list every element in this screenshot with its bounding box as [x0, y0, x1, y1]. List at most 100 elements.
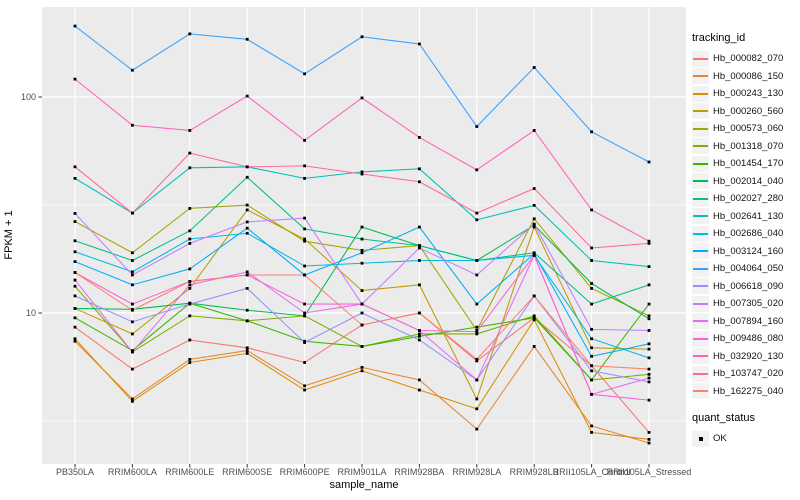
- legend-line-swatch: [693, 197, 708, 200]
- legend-line-swatch: [693, 250, 708, 253]
- data-point: [245, 94, 249, 98]
- legend-line-swatch: [693, 127, 708, 130]
- x-tick-label-RRIM600SE: RRIM600SE: [222, 467, 273, 477]
- data-point: [647, 302, 651, 306]
- data-point: [590, 369, 593, 373]
- data-point: [73, 271, 77, 274]
- data-point: [131, 399, 134, 403]
- legend-item-label: Hb_103747_020: [713, 368, 784, 380]
- legend-item-Hb_000260_560: Hb_000260_560: [692, 103, 798, 121]
- data-point: [303, 138, 306, 142]
- legend-item-Hb_009486_080: Hb_009486_080: [692, 330, 798, 348]
- data-point: [590, 246, 593, 250]
- data-point: [360, 225, 364, 229]
- data-point: [245, 165, 249, 169]
- data-point: [303, 72, 306, 76]
- data-point: [418, 244, 421, 248]
- data-point: [245, 175, 249, 179]
- legend-line-swatch: [693, 92, 708, 95]
- legend-key-box: [692, 278, 709, 295]
- data-point: [303, 273, 306, 277]
- data-point: [131, 332, 134, 336]
- legend-item-label: Hb_000082_070: [713, 53, 784, 65]
- data-point: [590, 259, 593, 262]
- data-point: [131, 251, 134, 255]
- data-point: [245, 273, 249, 277]
- data-point: [303, 264, 306, 268]
- data-point: [590, 354, 593, 358]
- data-point: [647, 441, 651, 445]
- legend-item-label: Hb_001318_070: [713, 140, 784, 152]
- data-point: [188, 237, 192, 241]
- data-point: [188, 206, 192, 210]
- data-point: [475, 259, 479, 262]
- data-point: [647, 376, 651, 380]
- data-point: [73, 325, 77, 329]
- data-point: [475, 378, 479, 382]
- data-point: [303, 388, 306, 392]
- data-point: [360, 369, 364, 373]
- data-point: [73, 278, 77, 282]
- legend-item-label: Hb_000243_130: [713, 88, 784, 100]
- legend-line-swatch: [693, 75, 708, 78]
- data-point: [590, 286, 593, 290]
- x-tick-label-RRIM901LA: RRIM901LA: [337, 467, 387, 477]
- data-point: [475, 330, 479, 334]
- data-point: [475, 168, 479, 172]
- legend-line-swatch: [693, 267, 708, 270]
- data-point: [647, 242, 651, 245]
- data-point: [360, 172, 364, 176]
- legend-line-swatch: [693, 302, 708, 305]
- data-point: [303, 164, 306, 168]
- data-point: [188, 242, 192, 245]
- legend: tracking_id Hb_000082_070 Hb_000086_150 Hb…: [692, 32, 798, 448]
- legend-item-Hb_001454_170: Hb_001454_170: [692, 155, 798, 173]
- data-point: [73, 220, 77, 223]
- legend-item-label: Hb_001454_170: [713, 158, 784, 170]
- data-point: [647, 367, 651, 371]
- data-point: [360, 96, 364, 100]
- legend-item-Hb_000573_060: Hb_000573_060: [692, 120, 798, 138]
- legend-item-label: Hb_000086_150: [713, 70, 784, 82]
- legend-line-swatch: [693, 57, 708, 60]
- legend-color-title: tracking_id: [692, 32, 746, 44]
- data-point: [131, 123, 134, 127]
- legend-key-box: [692, 68, 709, 85]
- data-point: [245, 319, 249, 323]
- legend-item-label: OK: [713, 433, 727, 445]
- data-point: [590, 337, 593, 341]
- y-tick-label: 10: [25, 307, 36, 318]
- data-point: [188, 302, 192, 306]
- legend-item-Hb_007305_020: Hb_007305_020: [692, 295, 798, 313]
- legend-item-label: Hb_032920_130: [713, 350, 784, 362]
- data-point: [647, 160, 651, 164]
- legend-line-swatch: [693, 337, 708, 340]
- data-point: [73, 165, 77, 169]
- legend-item-label: Hb_007894_160: [713, 315, 784, 327]
- legend-key-box: [692, 208, 709, 225]
- legend-key-box: [692, 383, 709, 400]
- data-point: [418, 246, 421, 250]
- point-marker-icon: [699, 437, 703, 441]
- x-tick-label-RRII105LA_Stressed: RRII105LA_Stressed: [606, 467, 692, 477]
- data-point: [245, 37, 249, 41]
- data-point: [418, 136, 421, 139]
- data-point: [532, 314, 536, 318]
- legend-item-label: Hb_000573_060: [713, 123, 784, 135]
- data-point: [73, 77, 77, 81]
- data-point: [131, 302, 134, 306]
- data-point: [245, 349, 249, 352]
- data-point: [245, 286, 249, 290]
- data-point: [131, 68, 134, 72]
- data-point: [590, 346, 593, 350]
- data-point: [303, 361, 306, 364]
- data-point: [532, 316, 536, 320]
- data-point: [188, 338, 192, 342]
- data-point: [360, 237, 364, 241]
- legend-item-label: Hb_003124_160: [713, 245, 784, 257]
- legend-key-box: [692, 260, 709, 277]
- legend-item-Hb_002686_040: Hb_002686_040: [692, 225, 798, 243]
- data-point: [532, 129, 536, 132]
- data-point: [245, 308, 249, 312]
- data-point: [188, 267, 192, 271]
